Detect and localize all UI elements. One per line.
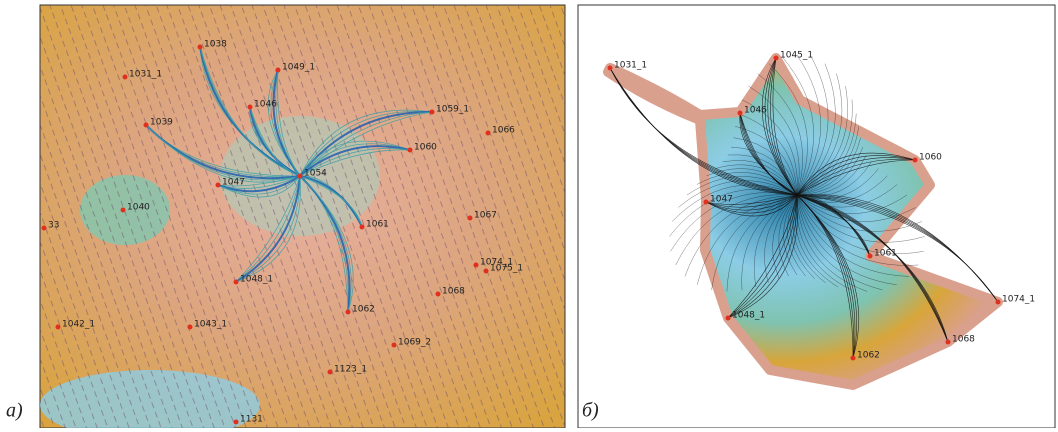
well-label: 1042_1 bbox=[62, 320, 95, 330]
well-marker bbox=[144, 123, 149, 128]
well-marker bbox=[234, 280, 239, 285]
well-label: 1054 bbox=[304, 169, 327, 179]
well-label: 1067 bbox=[474, 211, 497, 221]
well-label: 1061 bbox=[874, 249, 897, 259]
panel-a: 1038 1031_1 1049_1 1046 1039 1059_1 1066 1060 10… bbox=[40, 5, 565, 428]
well-label: 1031_1 bbox=[614, 61, 647, 71]
well-marker bbox=[726, 316, 731, 321]
well-label: 1045_1 bbox=[780, 51, 813, 61]
well-marker bbox=[868, 254, 873, 259]
well-marker bbox=[738, 111, 743, 116]
well-marker bbox=[436, 292, 441, 297]
well-marker bbox=[42, 226, 47, 231]
well-label: 1123_1 bbox=[334, 365, 367, 375]
well-marker bbox=[408, 148, 413, 153]
well-label: 1075_1 bbox=[490, 264, 523, 274]
well-label: 1062 bbox=[857, 351, 880, 361]
well-marker bbox=[360, 225, 365, 230]
well-label: 1039 bbox=[150, 118, 173, 128]
well-marker bbox=[123, 75, 128, 80]
well-label: 1047 bbox=[710, 195, 733, 205]
well-label: 1038 bbox=[204, 40, 227, 50]
well-label: 1062 bbox=[352, 305, 375, 315]
well-label: 1048_1 bbox=[732, 311, 765, 321]
well-label: 1046 bbox=[744, 106, 767, 116]
well-marker bbox=[996, 300, 1001, 305]
well-marker bbox=[913, 158, 918, 163]
well-marker bbox=[774, 56, 779, 61]
well-label: 1040 bbox=[127, 203, 150, 213]
well-label: 1131 bbox=[240, 415, 263, 425]
caption: б) bbox=[582, 400, 599, 422]
well-label: 1069_2 bbox=[398, 338, 431, 348]
well-marker bbox=[198, 45, 203, 50]
well-label: 33 bbox=[48, 221, 59, 231]
well-label: 1066 bbox=[492, 126, 515, 136]
well-marker bbox=[346, 310, 351, 315]
well-label: 1031_1 bbox=[129, 70, 162, 80]
well-label: 1046 bbox=[254, 100, 277, 110]
well-marker bbox=[328, 370, 333, 375]
well-label: 1043_1 bbox=[194, 320, 227, 330]
well-label: 1074_1 bbox=[1002, 295, 1035, 305]
well-marker bbox=[486, 131, 491, 136]
well-marker bbox=[468, 216, 473, 221]
well-marker bbox=[392, 343, 397, 348]
caption: а) bbox=[6, 400, 23, 422]
well-label: 1060 bbox=[414, 143, 437, 153]
well-marker bbox=[276, 68, 281, 73]
well-label: 1048_1 bbox=[240, 275, 273, 285]
well-label: 1049_1 bbox=[282, 63, 315, 73]
well-label: 1068 bbox=[952, 335, 975, 345]
well-label: 1047 bbox=[222, 178, 245, 188]
panel-b: 1031_1 1045_1 1046 1060 1047 1061 1074_1 1048_1… bbox=[578, 5, 1055, 428]
well-label: 1068 bbox=[442, 287, 465, 297]
well-marker bbox=[484, 269, 489, 274]
well-marker bbox=[608, 66, 613, 71]
well-label: 1061 bbox=[366, 220, 389, 230]
well-marker bbox=[298, 174, 303, 179]
well-marker bbox=[430, 110, 435, 115]
well-marker bbox=[851, 356, 856, 361]
well-marker bbox=[946, 340, 951, 345]
well-marker bbox=[248, 105, 253, 110]
well-label: 1060 bbox=[919, 153, 942, 163]
well-marker bbox=[121, 208, 126, 213]
well-label: 1059_1 bbox=[436, 105, 469, 115]
well-marker bbox=[56, 325, 61, 330]
well-marker bbox=[704, 200, 709, 205]
well-marker bbox=[216, 183, 221, 188]
well-marker bbox=[188, 325, 193, 330]
well-marker bbox=[234, 420, 239, 425]
well-marker bbox=[474, 263, 479, 268]
figure: 10381031_11049_1104610391059_11066106010… bbox=[0, 0, 1058, 428]
